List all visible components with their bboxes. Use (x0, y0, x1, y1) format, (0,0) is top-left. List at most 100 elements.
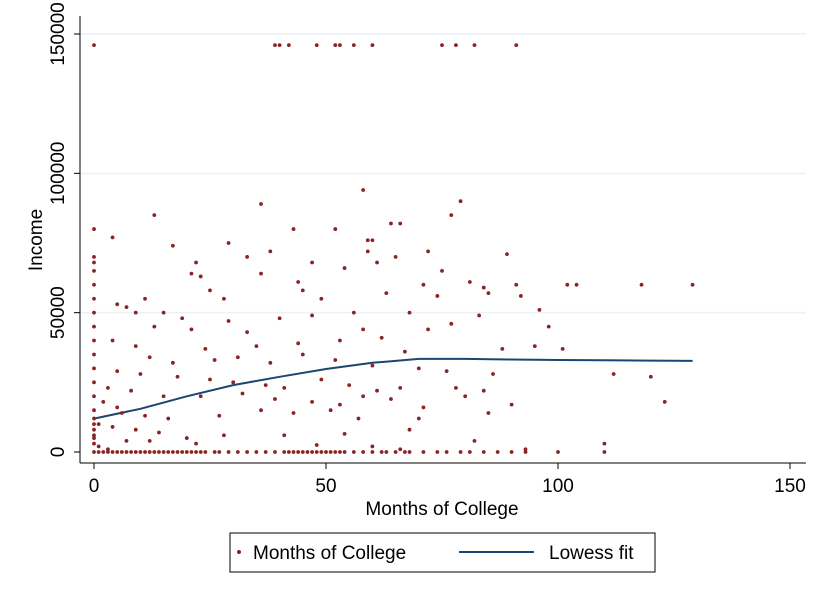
data-point (370, 238, 375, 243)
data-point (407, 450, 412, 454)
data-point (574, 282, 579, 287)
data-point (222, 433, 226, 438)
data-point (328, 450, 333, 454)
data-point (491, 372, 495, 376)
data-point (226, 450, 231, 454)
data-point (170, 243, 175, 248)
data-point (235, 450, 240, 454)
data-point (639, 282, 644, 287)
data-point (472, 438, 477, 443)
data-point (124, 450, 129, 454)
data-point (263, 450, 268, 454)
data-point (300, 288, 305, 293)
data-point (180, 450, 185, 454)
data-point (143, 413, 147, 418)
data-point (481, 388, 486, 393)
x-tick-label-0: 0 (89, 476, 100, 497)
data-point (500, 346, 505, 351)
data-point (161, 450, 166, 454)
data-point (110, 425, 115, 429)
data-point (384, 291, 389, 296)
data-point (648, 374, 653, 379)
data-point (92, 255, 96, 259)
data-point (416, 416, 421, 421)
data-point (286, 43, 291, 48)
data-point (129, 450, 134, 454)
data-point (240, 391, 245, 396)
data-point (523, 450, 528, 454)
data-point (92, 268, 96, 273)
data-point (310, 399, 314, 404)
data-point (92, 408, 96, 413)
data-point (189, 271, 194, 276)
data-point (481, 450, 486, 454)
data-point (166, 416, 171, 421)
data-point (273, 450, 277, 454)
data-point (92, 324, 96, 329)
data-point (509, 402, 514, 407)
data-point (602, 450, 607, 454)
data-point (147, 450, 152, 454)
data-point (602, 441, 607, 446)
data-point (110, 450, 115, 454)
data-point (310, 313, 314, 318)
data-point (231, 380, 236, 385)
data-point (106, 450, 110, 454)
data-point (518, 294, 523, 298)
legend-marker-points (237, 550, 241, 554)
data-point (92, 366, 96, 371)
data-point (398, 447, 403, 452)
data-point (361, 327, 366, 332)
data-point (537, 307, 542, 312)
data-point (96, 450, 101, 454)
data-point (291, 227, 296, 231)
data-point (245, 330, 250, 335)
legend: Months of College Lowess fit (229, 532, 656, 573)
data-point (296, 450, 301, 454)
data-point (342, 431, 347, 436)
data-point (440, 268, 444, 273)
data-point (184, 436, 189, 440)
data-point (92, 422, 96, 427)
data-point (361, 188, 366, 192)
data-point (254, 344, 259, 349)
data-point (407, 427, 412, 432)
data-point (463, 394, 468, 399)
data-point (361, 394, 366, 399)
data-point (92, 441, 96, 446)
data-point (92, 380, 96, 385)
data-point (277, 43, 282, 48)
data-point (152, 450, 157, 454)
data-point (194, 260, 198, 265)
data-point (379, 335, 384, 340)
y-ticks: 0 50000 100000 150000 (48, 2, 80, 457)
data-point (328, 408, 333, 413)
data-point (370, 450, 375, 454)
data-point (96, 422, 101, 427)
y-tick-label-0: 0 (48, 447, 69, 458)
data-point (92, 433, 96, 438)
data-point (273, 397, 277, 401)
data-point (245, 450, 250, 454)
data-points-layer (92, 43, 695, 454)
data-point (402, 450, 407, 454)
data-point (389, 397, 393, 401)
data-point (472, 43, 477, 48)
data-point (296, 280, 301, 284)
data-point (175, 450, 180, 454)
data-point (119, 450, 124, 454)
data-point (106, 386, 110, 390)
data-point (690, 282, 695, 287)
data-point (509, 450, 514, 454)
data-point (92, 416, 96, 421)
data-point (481, 285, 486, 290)
data-point (115, 369, 120, 374)
data-point (523, 447, 528, 452)
data-point (398, 221, 403, 226)
data-point (152, 324, 157, 329)
data-point (402, 349, 407, 354)
data-point (333, 227, 338, 231)
axes (79, 16, 806, 464)
